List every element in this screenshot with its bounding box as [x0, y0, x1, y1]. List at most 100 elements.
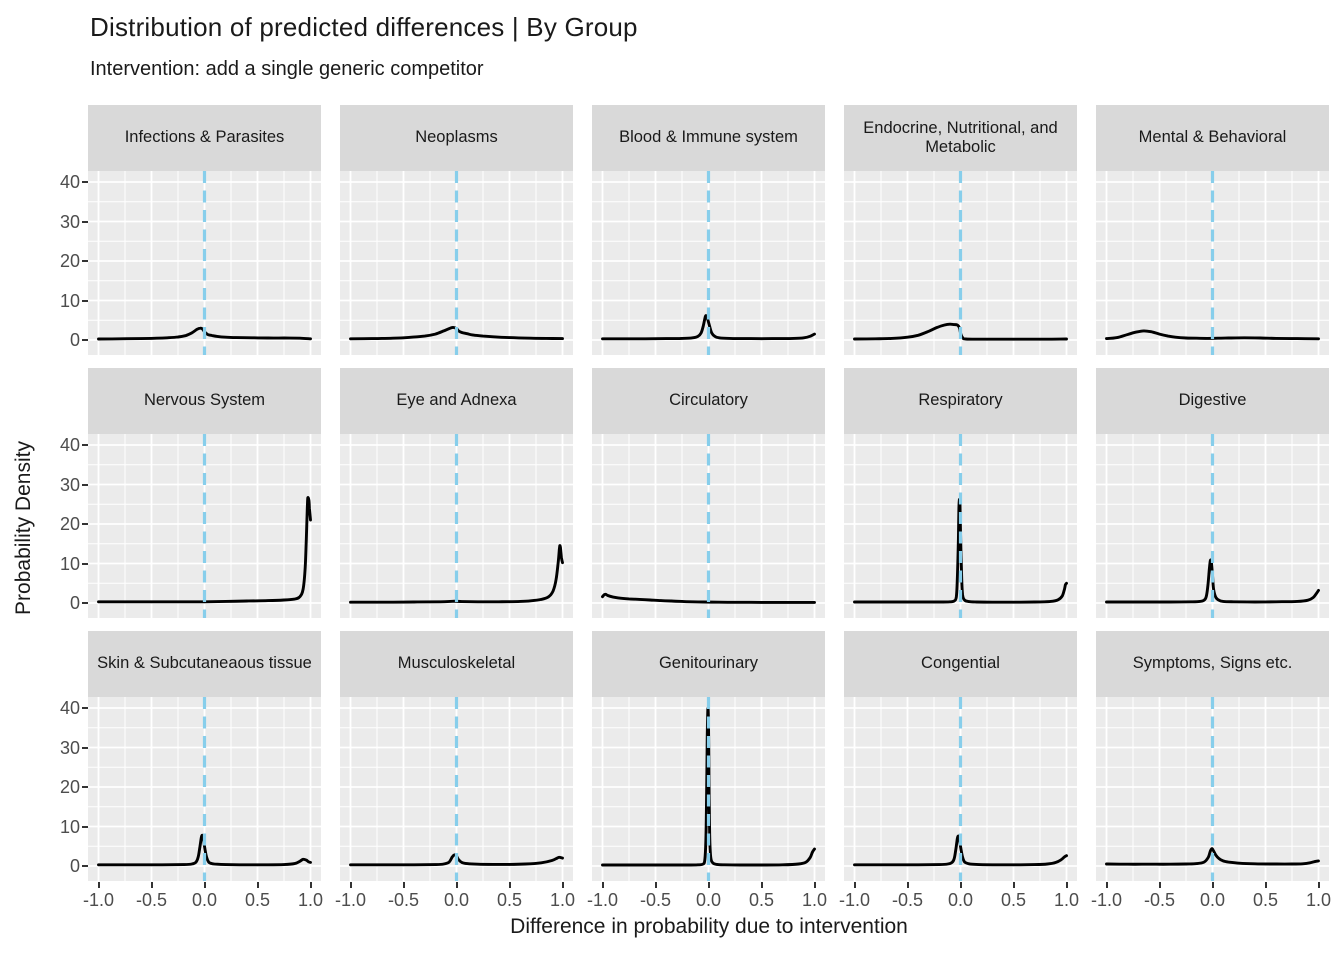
x-tick-label: 0.0 — [1199, 890, 1226, 910]
minor-gridlines — [844, 434, 1077, 618]
facet-panel — [340, 171, 573, 355]
facet-panel — [592, 434, 825, 618]
y-tick-mark — [82, 746, 88, 749]
x-tick-mark — [959, 882, 962, 888]
x-tick-label: 0.0 — [947, 890, 974, 910]
x-tick-mark — [203, 882, 206, 888]
y-tick-mark — [82, 562, 88, 565]
facet-title: Eye and Adnexa — [396, 391, 517, 410]
x-tick-label: -1.0 — [586, 890, 619, 910]
facet-title: Digestive — [1178, 391, 1247, 410]
y-tick-label: 0 — [69, 330, 80, 350]
facet-panel — [340, 697, 573, 881]
facet-panel — [1096, 171, 1329, 355]
x-tick-mark — [455, 882, 458, 888]
facet-title: Respiratory — [918, 391, 1003, 410]
y-tick-mark — [82, 865, 88, 867]
facet-strip: Nervous System — [88, 368, 321, 434]
x-axis-title: Difference in probability due to interve… — [510, 915, 908, 938]
facet-panel — [1096, 434, 1329, 618]
x-tick-label: 0.0 — [191, 890, 218, 910]
y-tick-mark — [82, 260, 88, 262]
facet-panel — [844, 171, 1077, 355]
y-tick-mark — [82, 825, 88, 828]
x-tick-label: -0.5 — [135, 890, 168, 910]
y-tick-label: 40 — [59, 698, 80, 718]
x-tick-label: 0.5 — [1252, 890, 1279, 910]
x-tick-label: 1.0 — [801, 890, 828, 910]
x-tick-label: -0.5 — [387, 890, 420, 910]
facet-panel — [592, 171, 825, 355]
facet-title: Circulatory — [669, 391, 748, 410]
density-curve — [853, 322, 1068, 341]
y-axis-title: Probability Density — [12, 441, 35, 615]
facet-strip: Infections & Parasites — [88, 105, 321, 171]
x-tick-label: 0.5 — [748, 890, 775, 910]
y-tick-label: 30 — [59, 737, 80, 758]
x-tick-mark — [654, 882, 657, 888]
density-curve — [1105, 558, 1320, 604]
density-curve — [97, 833, 312, 867]
x-tick-mark — [760, 882, 763, 888]
y-tick-label: 20 — [59, 514, 80, 534]
density-curve — [97, 496, 312, 604]
x-tick-label: 1.0 — [297, 890, 324, 910]
x-tick-label: 0.0 — [443, 890, 470, 910]
facet-strip: Digestive — [1096, 368, 1329, 434]
x-tick-mark — [853, 882, 856, 888]
x-tick-mark — [97, 882, 100, 888]
x-tick-label: 1.0 — [1053, 890, 1080, 910]
facet-title: Endocrine, Nutritional, and Metabolic — [863, 118, 1058, 156]
facet-title: Congential — [921, 654, 1000, 673]
facet-strip: Eye and Adnexa — [340, 368, 573, 434]
y-tick-mark — [82, 220, 88, 223]
x-tick-mark — [150, 882, 153, 888]
x-tick-mark — [1158, 882, 1161, 888]
y-tick-mark — [82, 707, 88, 709]
facet-strip: Mental & Behavioral — [1096, 105, 1329, 171]
y-tick-mark — [82, 483, 88, 486]
x-tick-mark — [906, 882, 909, 888]
facet-title: Nervous System — [143, 391, 266, 410]
facet-panel — [88, 697, 321, 881]
y-tick-mark — [82, 299, 88, 302]
x-tick-mark — [1317, 882, 1320, 888]
x-tick-label: -1.0 — [82, 890, 115, 910]
x-tick-label: 1.0 — [549, 890, 576, 910]
y-tick-label: 0 — [69, 856, 80, 876]
facet-panel — [844, 434, 1077, 618]
facet-title: Blood & Immune system — [619, 128, 798, 147]
density-curve — [1105, 847, 1320, 866]
density-curve — [853, 834, 1068, 867]
y-tick-label: 20 — [59, 251, 80, 271]
x-tick-label: -0.5 — [1143, 890, 1176, 910]
facet-title: Symptoms, Signs etc. — [1132, 654, 1293, 673]
facet-strip: Respiratory — [844, 368, 1077, 434]
density-curve — [601, 592, 816, 604]
facet-strip: Circulatory — [592, 368, 825, 434]
x-tick-mark — [813, 882, 816, 888]
facet-strip: Symptoms, Signs etc. — [1096, 631, 1329, 697]
y-tick-mark — [82, 786, 88, 788]
facet-panel — [1096, 697, 1329, 881]
chart-subtitle: Intervention: add a single generic compe… — [90, 58, 484, 80]
x-tick-mark — [561, 882, 564, 888]
y-tick-mark — [82, 181, 88, 183]
facet-panel — [844, 697, 1077, 881]
x-tick-label: -1.0 — [838, 890, 871, 910]
x-tick-mark — [1105, 882, 1108, 888]
x-tick-mark — [402, 882, 405, 888]
x-tick-mark — [309, 882, 312, 888]
y-tick-label: 10 — [59, 290, 80, 311]
facet-strip: Genitourinary — [592, 631, 825, 697]
x-tick-mark — [1012, 882, 1015, 888]
density-curve — [349, 853, 564, 867]
x-tick-label: -0.5 — [891, 890, 924, 910]
facet-title: Infections & Parasites — [124, 128, 285, 147]
x-tick-mark — [349, 882, 352, 888]
y-tick-mark — [82, 444, 88, 446]
y-tick-label: 40 — [59, 435, 80, 455]
x-tick-label: 0.0 — [695, 890, 722, 910]
x-tick-label: -1.0 — [1090, 890, 1123, 910]
x-tick-label: 0.5 — [1000, 890, 1027, 910]
